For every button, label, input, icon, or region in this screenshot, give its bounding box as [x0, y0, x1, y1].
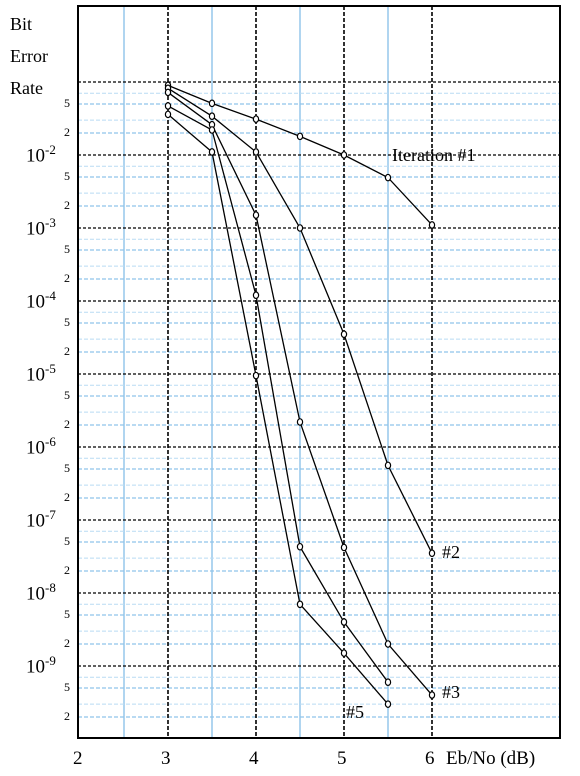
y-decade-base: 10 [26, 218, 45, 240]
data-point [384, 173, 392, 182]
y-decade-label: 10-6 [26, 434, 56, 459]
y-decade-label: 10-2 [26, 142, 56, 167]
data-point [252, 291, 260, 300]
x-axis-label: Eb/No (dB) [446, 748, 536, 769]
data-point [164, 88, 172, 97]
data-point [296, 600, 304, 609]
y-decade-base: 10 [26, 656, 45, 678]
series-line [167, 105, 389, 683]
y-decade-label: 10-8 [26, 580, 56, 605]
y-decade-base: 10 [26, 291, 45, 313]
series-points [164, 81, 436, 708]
plot-frame [77, 5, 561, 739]
x-tick-label: 5 [337, 748, 347, 769]
y-decade-exponent: -8 [45, 580, 56, 595]
data-point [208, 148, 216, 156]
y-decade-exponent: -5 [45, 361, 56, 376]
data-point [208, 126, 216, 134]
data-point [384, 678, 392, 686]
y-decade-base: 10 [26, 364, 45, 386]
y-minor-tick-label: 2 [64, 490, 70, 505]
data-point [428, 221, 436, 229]
y-minor-tick-label: 5 [64, 387, 70, 402]
y-minor-tick-label: 5 [64, 533, 70, 548]
data-point [384, 700, 392, 708]
series-label-iteration-1: Iteration #1 [392, 145, 476, 165]
x-tick-label: 3 [161, 748, 171, 769]
data-point [340, 649, 348, 657]
data-point [340, 151, 348, 159]
x-tick-label: 2 [73, 748, 83, 769]
data-point [384, 640, 392, 648]
data-point [252, 371, 260, 380]
data-point [164, 102, 172, 110]
data-point [296, 542, 304, 551]
y-decade-label: 10-5 [26, 361, 56, 386]
data-point [296, 132, 304, 141]
data-point [428, 691, 436, 699]
y-minor-tick-label: 2 [64, 636, 70, 651]
y-axis-label-line-2: Error [10, 46, 48, 66]
minor-gridlines [78, 6, 560, 738]
data-point [340, 330, 348, 339]
y-minor-tick-label: 5 [64, 95, 70, 110]
series-label-3: #3 [442, 682, 460, 703]
major-gridlines [78, 6, 560, 738]
y-minor-tick-label: 2 [64, 344, 70, 359]
y-decade-exponent: -3 [45, 215, 56, 230]
data-point [252, 148, 260, 156]
series-line [167, 113, 389, 705]
data-point [208, 112, 216, 121]
y-axis-label-line-3: Rate [10, 78, 43, 98]
y-decade-label: 10-3 [26, 215, 56, 240]
y-minor-tick-label: 2 [64, 417, 70, 432]
y-decade-base: 10 [26, 437, 45, 459]
data-point [164, 110, 172, 119]
y-minor-tick-label: 5 [64, 314, 70, 329]
data-point [296, 224, 304, 232]
y-decade-exponent: -4 [45, 288, 56, 303]
y-axis-label-line-1: Bit [10, 14, 33, 34]
data-point [340, 543, 348, 552]
x-tick-label: 4 [249, 748, 259, 769]
data-point [208, 99, 216, 108]
y-minor-tick-label: 2 [64, 125, 70, 140]
data-point [296, 418, 304, 426]
y-decade-base: 10 [26, 145, 45, 167]
series-label-5: #5 [346, 702, 364, 723]
series-label-2: #2 [442, 542, 460, 563]
y-minor-tick-label: 5 [64, 168, 70, 183]
y-minor-tick-label: 2 [64, 271, 70, 286]
data-point [384, 461, 392, 470]
data-point [252, 211, 260, 219]
data-point [340, 618, 348, 626]
y-decade-label: 10-7 [26, 507, 56, 532]
y-decade-exponent: -6 [45, 434, 56, 449]
x-tick-label: 6 [425, 748, 435, 769]
y-decade-exponent: -9 [45, 653, 56, 668]
y-decade-base: 10 [26, 510, 45, 532]
y-minor-tick-label: 5 [64, 606, 70, 621]
data-point [428, 549, 436, 558]
y-minor-tick-label: 5 [64, 241, 70, 256]
y-minor-tick-label: 5 [64, 460, 70, 475]
y-minor-tick-label: 5 [64, 679, 70, 694]
y-minor-tick-label: 2 [64, 198, 70, 213]
y-decade-exponent: -2 [45, 142, 56, 157]
y-decade-base: 10 [26, 583, 45, 605]
y-decade-label: 10-9 [26, 653, 56, 678]
data-point [252, 115, 260, 123]
y-minor-tick-label: 2 [64, 563, 70, 578]
y-decade-label: 10-4 [26, 288, 56, 313]
y-minor-tick-label: 2 [64, 709, 70, 724]
y-decade-exponent: -7 [45, 507, 56, 522]
